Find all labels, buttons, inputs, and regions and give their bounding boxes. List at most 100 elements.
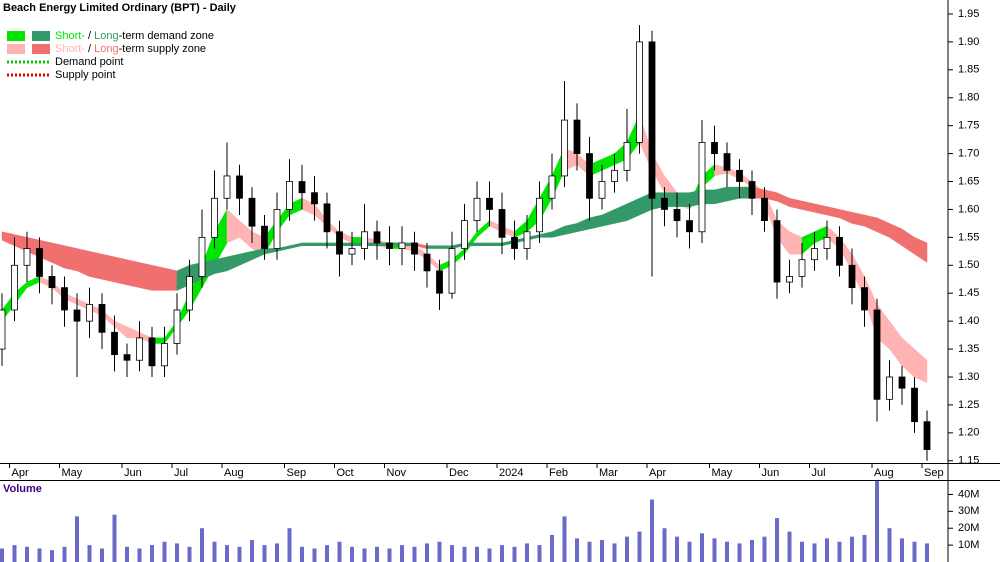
y-tick-label: 1.35: [958, 343, 979, 355]
volume-bar: [400, 545, 404, 562]
candle-body: [773, 220, 781, 283]
candle-body: [536, 197, 543, 233]
legend-text: -term supply zone: [119, 43, 206, 55]
volume-bar: [125, 546, 129, 562]
volume-bar: [87, 545, 92, 562]
candle-body: [798, 259, 806, 277]
volume-bar: [175, 543, 179, 562]
volume-bar: [600, 540, 604, 562]
x-tick-label: Apr: [649, 467, 666, 479]
long-term-zone: [576, 217, 590, 233]
y-tick-label: 1.40: [958, 315, 979, 327]
candle-body: [348, 248, 356, 255]
legend-text: Long: [94, 43, 118, 55]
chart-title: Beach Energy Limited Ordinary (BPT) - Da…: [3, 2, 237, 14]
volume-bar: [200, 528, 204, 562]
candle-body: [473, 197, 481, 222]
legend-text: Short-: [55, 30, 85, 42]
y-tick-label: 1.55: [958, 231, 979, 243]
legend-text: -term demand zone: [119, 30, 214, 42]
volume-bar: [775, 518, 779, 562]
volume-bar: [375, 546, 379, 562]
volume-bar: [862, 534, 867, 562]
long-term-zone: [426, 245, 440, 249]
volume-bar: [237, 546, 242, 562]
volume-bar: [287, 528, 292, 562]
x-tick-label: Jul: [174, 467, 188, 479]
legend-entry: Short- / Long-term demand zone: [55, 30, 214, 42]
candle-body: [623, 142, 631, 171]
candle-body: [673, 209, 681, 222]
x-tick-label: Aug: [874, 467, 894, 479]
long-term-zone: [864, 214, 878, 233]
candle-body: [448, 248, 456, 294]
candle-body: [98, 303, 106, 333]
candle-body: [461, 220, 468, 249]
x-tick-label: Apr: [12, 467, 29, 479]
legend-entry: Demand point: [55, 56, 124, 68]
volume-bar: [787, 531, 792, 562]
legend-text: /: [85, 43, 94, 55]
candle-body: [361, 231, 368, 249]
short-term-zone: [26, 276, 40, 289]
legend-text: Demand point: [55, 56, 124, 68]
volume-bar: [687, 541, 692, 562]
volume-bar: [637, 531, 642, 562]
candle-body: [198, 236, 206, 277]
candle-body: [661, 197, 668, 210]
volume-bar: [112, 514, 117, 562]
candle-body: [48, 276, 56, 289]
volume-bar: [262, 545, 267, 562]
x-tick-label: 2024: [499, 467, 523, 479]
volume-bar: [837, 541, 842, 562]
volume-bar: [900, 538, 904, 562]
volume-bar: [525, 543, 529, 562]
long-term-zone: [851, 211, 865, 227]
candle-body: [61, 287, 68, 311]
volume-bar: [450, 545, 454, 562]
volume-bar: [725, 541, 729, 562]
y-tick-label: 1.50: [958, 259, 979, 271]
volume-label: Volume: [3, 483, 42, 495]
candle-body: [786, 276, 793, 283]
long-term-zone: [139, 262, 153, 291]
legend-text: /: [85, 30, 94, 42]
short-term-zone: [914, 348, 928, 383]
volume-bar: [312, 548, 317, 562]
long-term-zone: [489, 242, 503, 246]
candle-body: [223, 175, 231, 199]
candle-body: [511, 236, 518, 249]
candle-body: [523, 231, 531, 249]
x-tick-label: Nov: [387, 467, 407, 479]
long-term-zone: [676, 192, 690, 207]
long-term-zone: [901, 228, 915, 255]
long-term-zone: [476, 242, 490, 246]
long-term-zone: [101, 253, 115, 283]
candle-body: [873, 309, 881, 400]
x-tick-label: Jun: [124, 467, 142, 479]
y-tick-label: 1.75: [958, 120, 979, 132]
volume-bar: [575, 538, 579, 562]
volume-bar: [812, 543, 817, 562]
candle-body: [423, 253, 431, 272]
y-tick-label: 1.90: [958, 36, 979, 48]
short-term-zone: [126, 326, 140, 339]
volume-bar: [75, 516, 79, 562]
candle-body: [486, 197, 493, 210]
long-term-zone: [839, 209, 853, 224]
volume-tick-label: 20M: [958, 522, 979, 534]
volume-bar: [37, 548, 42, 562]
candle-body: [561, 119, 568, 177]
short-term-zone: [901, 337, 915, 378]
candle-body: [186, 276, 193, 311]
candle-body: [811, 248, 818, 261]
candle-body: [136, 337, 143, 361]
x-tick-label: Dec: [449, 467, 469, 479]
volume-bar: [612, 543, 617, 562]
candle-body: [211, 197, 218, 238]
candle-body: [861, 287, 868, 311]
long-term-zone: [826, 206, 840, 219]
volume-bar: [162, 541, 167, 562]
volume-bar: [300, 546, 304, 562]
x-tick-label: Sep: [287, 467, 307, 479]
